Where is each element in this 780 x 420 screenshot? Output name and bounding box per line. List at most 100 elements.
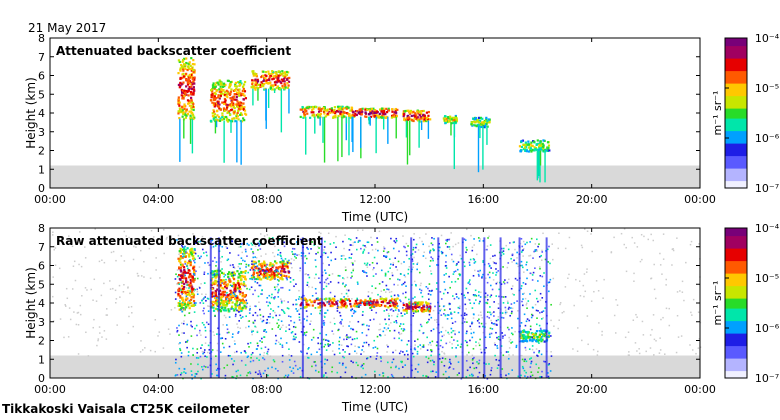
noise-cell (439, 291, 442, 293)
noise-cell (365, 334, 368, 337)
noise-cell (525, 320, 528, 323)
noise-speck (641, 258, 643, 261)
noise-cell (412, 248, 415, 251)
noise-speck (320, 232, 322, 235)
noise-speck (506, 311, 508, 314)
noise-speck (505, 244, 508, 247)
noise-cell (471, 322, 473, 325)
cloud-cell (369, 300, 372, 303)
cloud-cell (394, 298, 398, 301)
noise-cell (314, 369, 317, 372)
noise-speck (586, 230, 589, 233)
noise-speck (470, 234, 472, 237)
cloud-cell (337, 306, 340, 309)
noise-cell (538, 324, 541, 327)
cloud-cell (177, 266, 181, 269)
cloud-cell (234, 81, 238, 85)
noise-cell (389, 330, 391, 332)
cloud-cell (188, 73, 191, 76)
cloud-cell (543, 139, 546, 142)
noise-cell (326, 359, 329, 361)
noise-cell (429, 250, 431, 253)
panel-title: Attenuated backscatter coefficient (56, 44, 291, 58)
noise-speck (443, 352, 445, 354)
noise-cell (445, 239, 448, 241)
cloud-cell (192, 68, 195, 72)
noise-cell (315, 298, 318, 300)
cloud-cell (252, 271, 255, 274)
noise-cell (292, 278, 295, 281)
cloud-cell (283, 270, 286, 273)
noise-cell (298, 313, 301, 316)
cloud-cell (252, 268, 255, 271)
noise-speck (581, 339, 583, 342)
noise-speck (344, 266, 347, 268)
noise-cell (355, 361, 358, 364)
noise-cell (342, 362, 344, 365)
cloud-cell (364, 302, 367, 305)
noise-cell (194, 237, 196, 239)
noise-cell (398, 279, 401, 281)
noise-cell (521, 304, 524, 307)
noise-cell (174, 361, 177, 364)
noise-cell (450, 327, 453, 330)
noise-cell (477, 273, 480, 276)
noise-speck (676, 314, 679, 317)
noise-speck (627, 331, 630, 333)
noise-speck (331, 273, 334, 275)
cloud-cell (228, 299, 231, 302)
noise-cell (482, 261, 485, 263)
cloud-cell (178, 302, 181, 305)
noise-cell (382, 330, 385, 333)
noise-speck (464, 318, 467, 320)
noise-cell (428, 313, 431, 316)
noise-cell (310, 248, 312, 250)
cloud-cell (323, 112, 326, 115)
noise-cell (178, 334, 180, 336)
noise-cell (398, 337, 400, 340)
noise-cell (513, 293, 515, 296)
noise-cell (313, 244, 316, 246)
cloud-cell (474, 116, 478, 120)
cloud-cell (408, 306, 411, 309)
noise-cell (361, 314, 364, 316)
noise-cell (231, 336, 234, 338)
noise-cell (476, 361, 478, 363)
cloud-cell (528, 146, 531, 149)
cloud-cell (211, 112, 214, 115)
cloud-cell (228, 280, 232, 283)
noise-cell (193, 311, 196, 313)
cloud-cell (326, 113, 329, 117)
cloud-cell (253, 87, 257, 90)
noise-speck (514, 248, 516, 251)
colorbar-swatch (725, 103, 747, 107)
noise-cell (447, 314, 450, 316)
noise-speck (127, 287, 129, 289)
cloud-cell (392, 303, 395, 306)
noise-speck (623, 243, 626, 246)
cloud-cell (192, 255, 195, 258)
noise-speck (87, 355, 90, 357)
cloud-cell (408, 117, 411, 120)
cloud-cell (268, 78, 271, 81)
cloud-cell (239, 290, 242, 294)
cloud-cell (270, 272, 273, 276)
noise-cell (292, 335, 295, 338)
noise-cell (497, 338, 500, 341)
cloud-cell (224, 102, 227, 105)
y-axis-label: Height (km) (24, 77, 38, 148)
cloud-cell (453, 118, 456, 122)
noise-cell (448, 361, 451, 363)
noise-speck (77, 353, 80, 355)
noise-cell (215, 297, 218, 299)
noise-cell (430, 354, 432, 357)
noise-speck (213, 334, 215, 337)
noise-speck (534, 303, 537, 306)
cloud-cell (231, 98, 234, 101)
noise-cell (443, 281, 446, 283)
cloud-cell (185, 61, 188, 65)
cloud-cell (192, 59, 195, 62)
cloud-cell (274, 71, 277, 74)
cloud-cell (242, 302, 245, 305)
noise-cell (536, 317, 538, 320)
